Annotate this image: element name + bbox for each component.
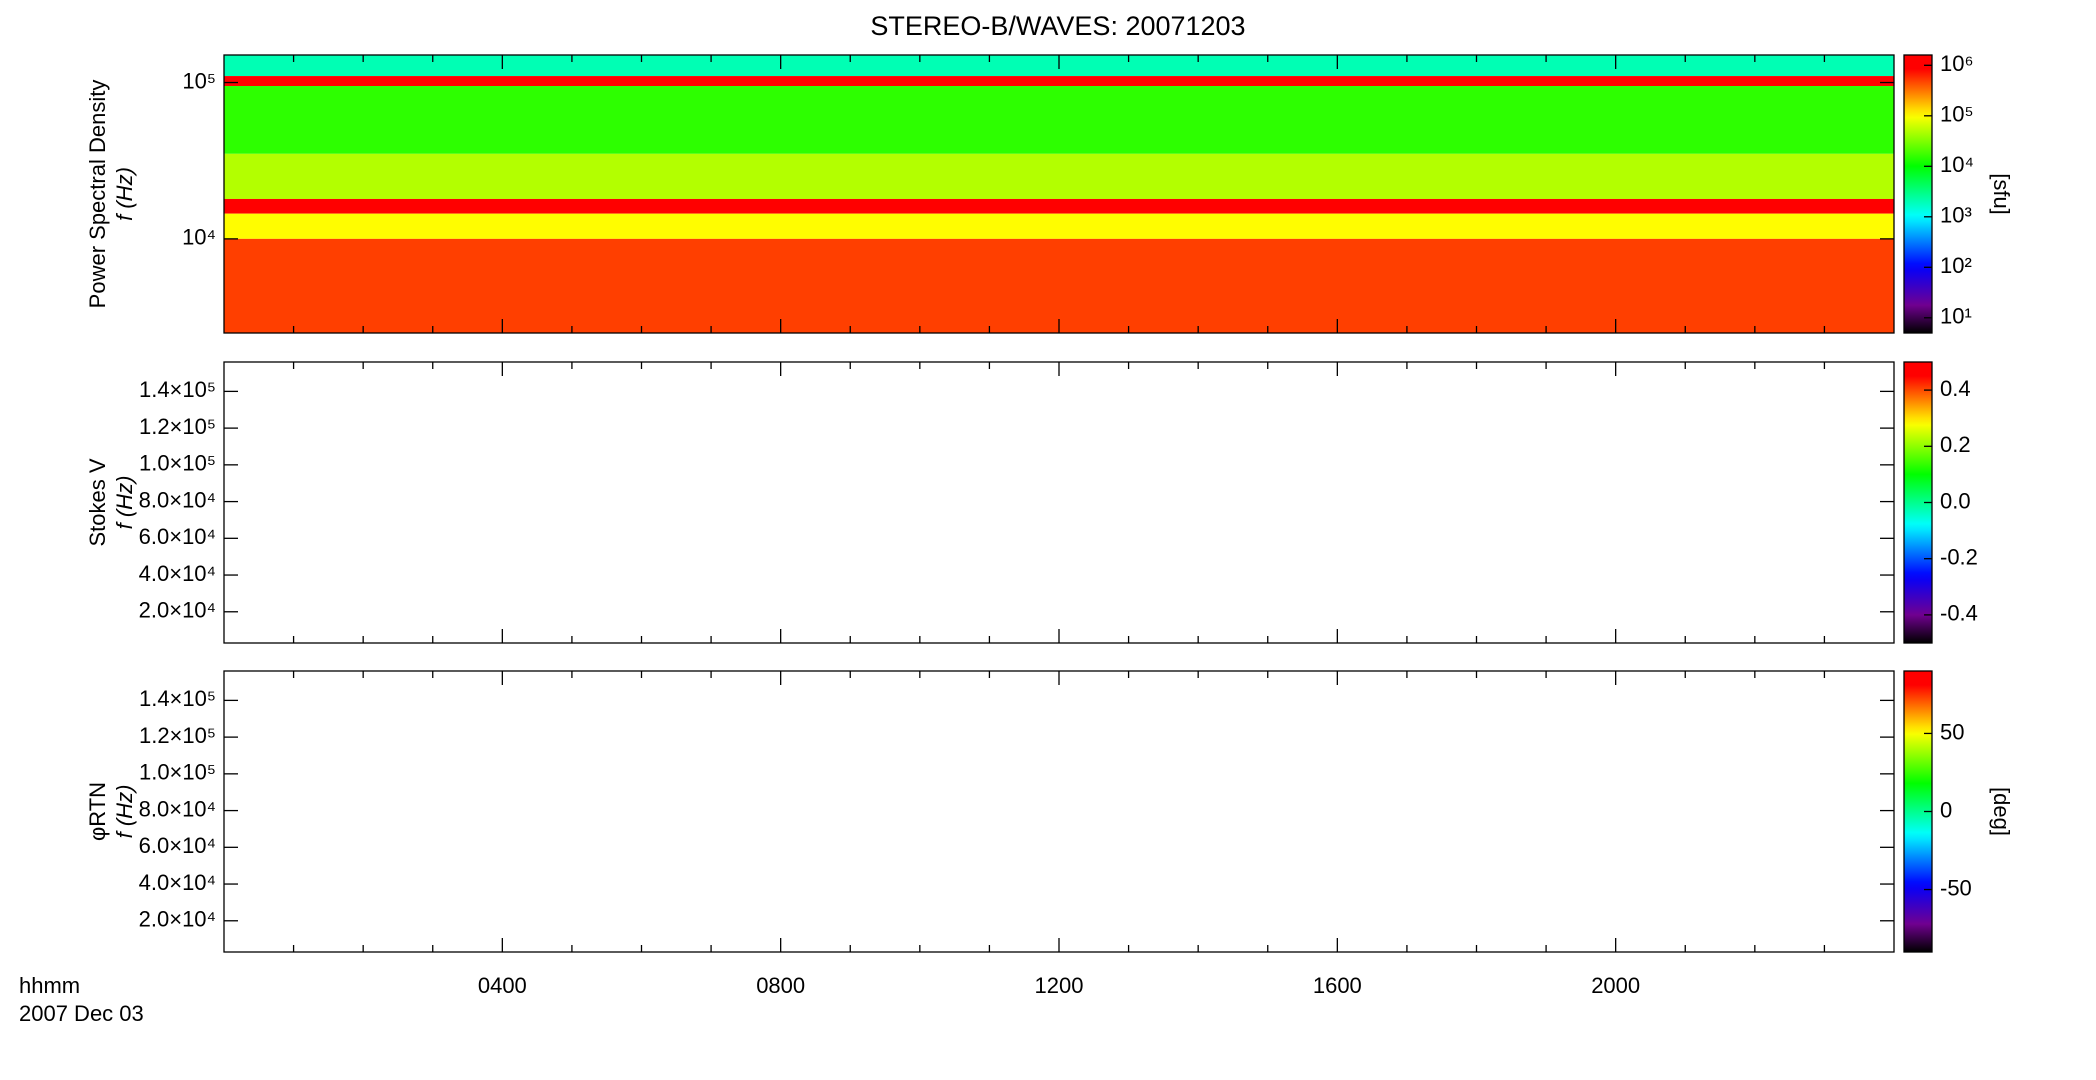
y-tick-label: 8.0×10⁴	[139, 487, 216, 512]
colorbar-tick-label: 10⁴	[1940, 152, 1974, 177]
colorbar-tick-label: 10²	[1940, 253, 1972, 278]
y-axis-label: f (Hz)	[112, 476, 137, 530]
colorbar-tick-label: 0.2	[1940, 432, 1971, 457]
colorbar-label: [deg]	[1989, 787, 2014, 836]
spectrogram-band	[224, 238, 1894, 333]
colorbar-frame	[1903, 54, 1933, 334]
y-tick-label: 2.0×10⁴	[139, 907, 216, 932]
y-tick-label: 10⁴	[182, 225, 216, 250]
spectrogram-band	[224, 153, 1894, 199]
y-tick-label: 10⁵	[182, 68, 216, 93]
y-axis-label: φRTN	[85, 782, 110, 841]
colorbar-tick-label: 10¹	[1940, 304, 1972, 329]
colorbar-tick-label: 10⁶	[1940, 51, 1974, 76]
colorbar-tick-label: -0.4	[1940, 601, 1978, 626]
y-axis-label: f (Hz)	[112, 167, 137, 221]
y-tick-label: 1.0×10⁵	[139, 451, 216, 476]
x-tick-label: 1600	[1313, 973, 1362, 998]
colorbar-tick-label: -0.2	[1940, 545, 1978, 570]
y-tick-label: 1.2×10⁵	[139, 414, 216, 439]
x-tick-label: 2000	[1591, 973, 1640, 998]
y-tick-label: 6.0×10⁴	[139, 833, 216, 858]
y-tick-label: 4.0×10⁴	[139, 870, 216, 895]
x-tick-label: 1200	[1035, 973, 1084, 998]
y-tick-label: 1.4×10⁵	[139, 686, 216, 711]
spectrogram-band	[224, 86, 1894, 154]
spectrogram-band	[224, 213, 1894, 239]
y-tick-label: 1.0×10⁵	[139, 760, 216, 785]
x-tick-label: 0400	[478, 973, 527, 998]
colorbar-tick-label: -50	[1940, 875, 1972, 900]
y-axis-label: Power Spectral Density	[85, 80, 110, 309]
colorbar	[1904, 55, 1932, 333]
y-tick-label: 6.0×10⁴	[139, 524, 216, 549]
y-tick-label: 4.0×10⁴	[139, 561, 216, 586]
spectrogram-band	[224, 198, 1894, 214]
date-label: 2007 Dec 03	[19, 1001, 144, 1026]
spectrogram-band	[224, 76, 1894, 87]
y-tick-label: 1.2×10⁵	[139, 723, 216, 748]
x-tick-label: 0800	[756, 973, 805, 998]
x-axis-label: hhmm	[19, 973, 80, 998]
chart-title: STEREO-B/WAVES: 20071203	[870, 11, 1245, 41]
y-axis-label: f (Hz)	[112, 785, 137, 839]
y-axis-label: Stokes V	[85, 458, 110, 546]
colorbar-tick-label: 0.4	[1940, 376, 1971, 401]
y-tick-label: 1.4×10⁵	[139, 377, 216, 402]
colorbar-label: [sfu]	[1989, 173, 2014, 215]
y-tick-label: 8.0×10⁴	[139, 796, 216, 821]
colorbar-tick-label: 10⁵	[1940, 102, 1974, 127]
colorbar-tick-label: 0	[1940, 797, 1952, 822]
colorbar-tick-label: 0.0	[1940, 488, 1971, 513]
colorbar-tick-label: 50	[1940, 719, 1964, 744]
colorbar-tick-label: 10³	[1940, 203, 1972, 228]
y-tick-label: 2.0×10⁴	[139, 598, 216, 623]
